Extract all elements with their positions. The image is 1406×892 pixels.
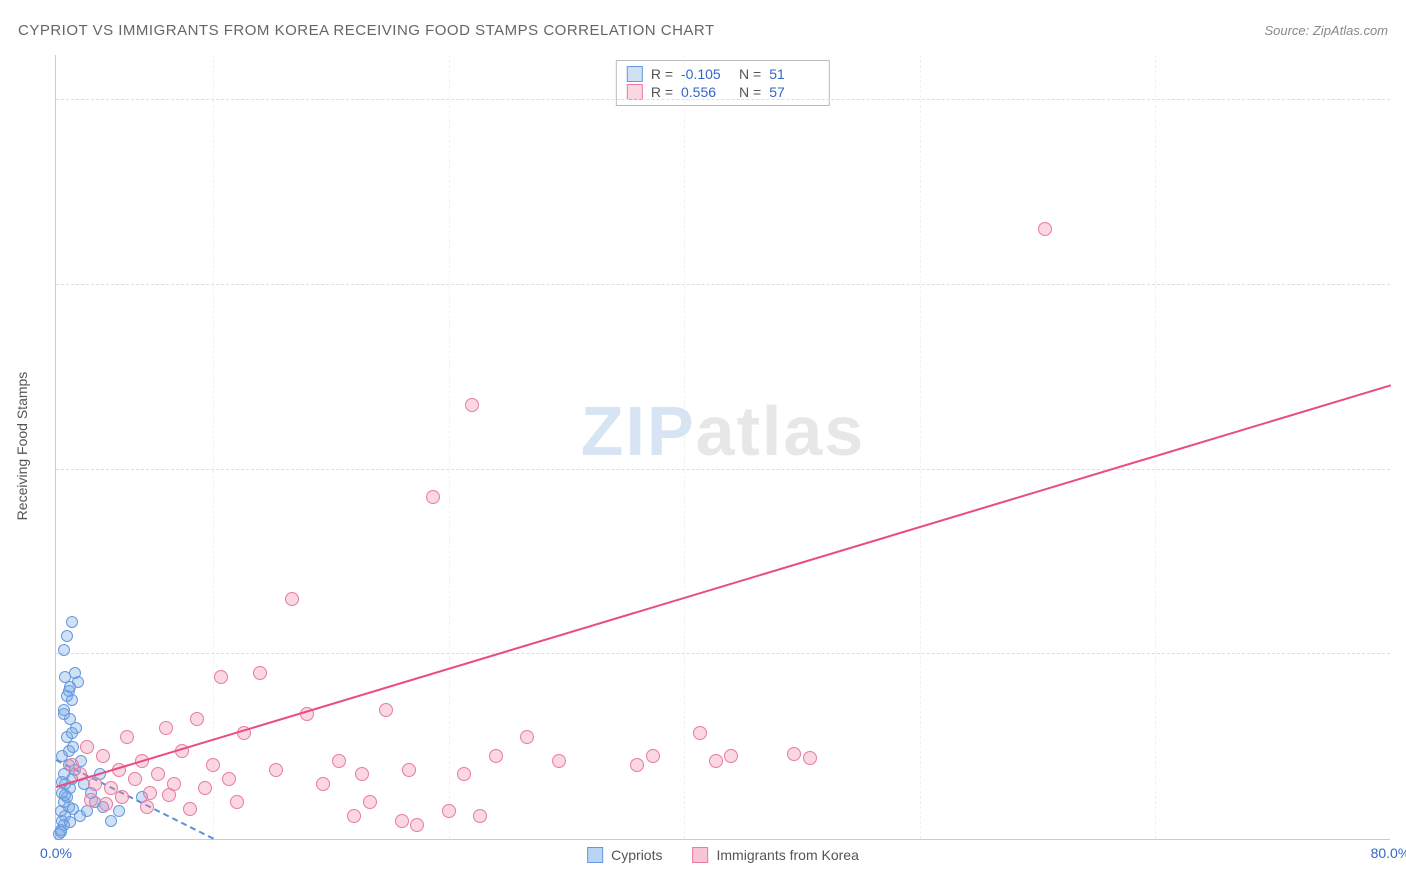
scatter-point (190, 712, 204, 726)
scatter-point (1038, 222, 1052, 236)
n-value-korea: 57 (769, 84, 819, 100)
scatter-point (285, 592, 299, 606)
scatter-point (379, 703, 393, 717)
scatter-point (113, 805, 125, 817)
gridline-v (684, 55, 685, 839)
scatter-point (355, 767, 369, 781)
scatter-point (206, 758, 220, 772)
scatter-point (55, 826, 67, 838)
scatter-point (140, 800, 154, 814)
stats-row-cypriots: R = -0.105 N = 51 (627, 65, 819, 83)
title-bar: CYPRIOT VS IMMIGRANTS FROM KOREA RECEIVI… (18, 22, 1388, 39)
scatter-point (64, 681, 76, 693)
scatter-point (709, 754, 723, 768)
scatter-point (151, 767, 165, 781)
scatter-point (58, 644, 70, 656)
scatter-point (230, 795, 244, 809)
scatter-point (316, 777, 330, 791)
scatter-point (214, 670, 228, 684)
scatter-plot-area: ZIPatlas R = -0.105 N = 51 R = 0.556 N =… (55, 55, 1390, 840)
scatter-point (473, 809, 487, 823)
swatch-cypriots (627, 66, 643, 82)
scatter-point (222, 772, 236, 786)
gridline-v (449, 55, 450, 839)
scatter-point (395, 814, 409, 828)
scatter-point (183, 802, 197, 816)
scatter-point (63, 745, 75, 757)
scatter-point (442, 804, 456, 818)
scatter-point (61, 630, 73, 642)
scatter-point (253, 666, 267, 680)
scatter-point (59, 789, 71, 801)
gridline-h (56, 99, 1390, 100)
scatter-point (64, 816, 76, 828)
scatter-point (646, 749, 660, 763)
gridline-v (1155, 55, 1156, 839)
scatter-point (67, 803, 79, 815)
source-attribution: Source: ZipAtlas.com (1264, 23, 1388, 38)
series-legend: Cypriots Immigrants from Korea (587, 847, 859, 863)
scatter-point (803, 751, 817, 765)
legend-swatch-cypriots (587, 847, 603, 863)
scatter-point (332, 754, 346, 768)
gridline-v (920, 55, 921, 839)
scatter-point (80, 740, 94, 754)
scatter-point (402, 763, 416, 777)
y-tick-label: 40.0% (1400, 446, 1406, 462)
swatch-korea (627, 84, 643, 100)
scatter-point (128, 772, 142, 786)
scatter-point (66, 616, 78, 628)
scatter-point (99, 797, 113, 811)
scatter-point (58, 708, 70, 720)
scatter-point (693, 726, 707, 740)
gridline-h (56, 284, 1390, 285)
scatter-point (457, 767, 471, 781)
scatter-point (630, 758, 644, 772)
r-value-cypriots: -0.105 (681, 66, 731, 82)
x-tick-origin: 0.0% (40, 845, 72, 861)
n-value-cypriots: 51 (769, 66, 819, 82)
legend-label-cypriots: Cypriots (611, 847, 662, 863)
y-axis-label: Receiving Food Stamps (14, 372, 30, 521)
scatter-point (162, 788, 176, 802)
watermark: ZIPatlas (581, 391, 865, 471)
scatter-point (84, 793, 98, 807)
scatter-point (426, 490, 440, 504)
scatter-point (159, 721, 173, 735)
y-tick-label: 80.0% (1400, 76, 1406, 92)
legend-item-cypriots: Cypriots (587, 847, 662, 863)
scatter-point (143, 786, 157, 800)
scatter-point (787, 747, 801, 761)
y-tick-label: 60.0% (1400, 261, 1406, 277)
scatter-point (115, 790, 129, 804)
scatter-point (363, 795, 377, 809)
gridline-h (56, 653, 1390, 654)
scatter-point (88, 777, 102, 791)
scatter-point (69, 667, 81, 679)
scatter-point (489, 749, 503, 763)
legend-label-korea: Immigrants from Korea (716, 847, 858, 863)
x-tick-max: 80.0% (1371, 845, 1406, 861)
scatter-point (465, 398, 479, 412)
legend-swatch-korea (692, 847, 708, 863)
scatter-point (724, 749, 738, 763)
scatter-point (552, 754, 566, 768)
gridline-h (56, 469, 1390, 470)
scatter-point (66, 727, 78, 739)
scatter-point (120, 730, 134, 744)
scatter-point (198, 781, 212, 795)
scatter-point (520, 730, 534, 744)
scatter-point (269, 763, 283, 777)
r-value-korea: 0.556 (681, 84, 731, 100)
scatter-point (96, 749, 110, 763)
chart-title: CYPRIOT VS IMMIGRANTS FROM KOREA RECEIVI… (18, 22, 715, 39)
scatter-point (410, 818, 424, 832)
scatter-point (347, 809, 361, 823)
gridline-v (213, 55, 214, 839)
legend-item-korea: Immigrants from Korea (692, 847, 858, 863)
trend-line (56, 385, 1392, 789)
y-tick-label: 20.0% (1400, 630, 1406, 646)
